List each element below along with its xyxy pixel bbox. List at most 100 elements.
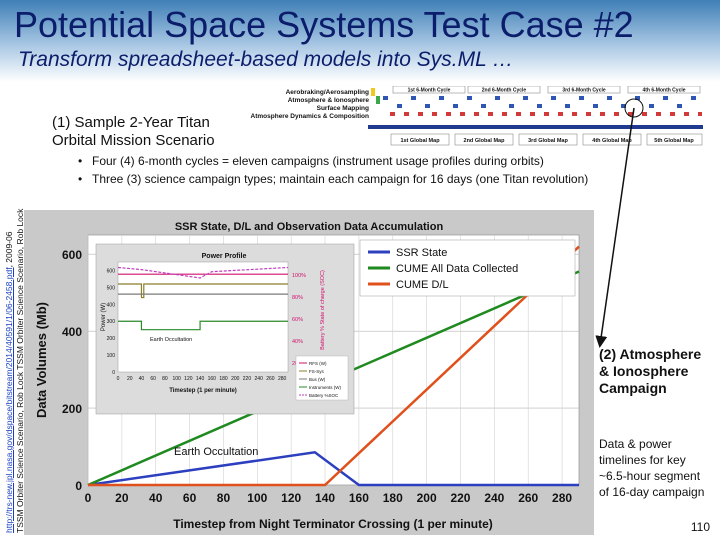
main-ytick-label: 600 — [62, 248, 82, 262]
power-xtick-label: 260 — [266, 376, 275, 382]
power-xtick-label: 120 — [184, 376, 193, 382]
power-xtick-label: 200 — [231, 376, 240, 382]
sample-label-line1: (1) Sample 2-Year Titan — [52, 114, 210, 131]
main-chart-title: SSR State, D/L and Observation Data Accu… — [175, 221, 444, 233]
callout-title-line3: Campaign — [599, 380, 667, 396]
power-xtick-label: 60 — [150, 376, 156, 382]
slide-subtitle: Transform spreadsheet-based models into … — [18, 48, 514, 71]
main-xtick-label: 220 — [450, 491, 470, 505]
main-ytick-label: 200 — [62, 402, 82, 416]
map-label-1: 1st Global Map — [400, 138, 440, 144]
power-legend-bus: Bus (W) — [309, 377, 326, 382]
main-xtick-label: 140 — [315, 491, 335, 505]
power-ytick-label: 200 — [107, 336, 116, 342]
power-plot-area — [117, 261, 289, 373]
bullet-list: • Four (4) 6-month cycles = eleven campai… — [78, 152, 588, 188]
campaign-label-surface: Surface Mapping — [317, 105, 369, 112]
callout-title-line1: (2) Atmosphere — [599, 346, 702, 362]
callout-text-line4: of 16-day campaign — [599, 485, 705, 499]
soc-tick-label: 80% — [292, 295, 303, 301]
sample-label-line2: Orbital Mission Scenario — [52, 132, 215, 149]
mission-timeline-strip: Aerobraking/Aerosampling Atmosphere & Io… — [238, 86, 703, 150]
main-xtick-label: 100 — [247, 491, 267, 505]
cycle-label-4: 4th 6-Month Cycle — [642, 88, 685, 94]
source-credit: http://trs-new.jpl.nasa.gov/dspace/bitst… — [0, 209, 25, 533]
power-xtick-label: 240 — [255, 376, 264, 382]
campaign-label-aerobraking: Aerobraking/Aerosampling — [286, 89, 369, 96]
main-ytick-label: 400 — [62, 325, 82, 339]
main-xtick-label: 160 — [349, 491, 369, 505]
power-xtick-label: 20 — [127, 376, 133, 382]
main-xtick-label: 40 — [149, 491, 163, 505]
callout-text-line1: Data & power — [599, 437, 672, 451]
bullet-item-2: • Three (3) science campaign types; maint… — [78, 172, 589, 186]
power-legend-soc: Battery %SOC — [309, 393, 339, 398]
callout-text-line2: timelines for key — [599, 453, 686, 467]
power-xtick-label: 160 — [208, 376, 217, 382]
series-line-ssr-state — [87, 450, 579, 487]
power-xtick-label: 100 — [172, 376, 181, 382]
power-chart-inset: Power Profile 0 100 200 300 400 500 600 0 20 40 60… — [95, 243, 355, 415]
power-xtick-label: 40 — [139, 376, 145, 382]
map-label-2: 2nd Global Map — [464, 138, 506, 144]
bullet-text-2: Three (3) science campaign types; mainta… — [92, 172, 589, 186]
power-chart-y2label: Battery % State of charge (SOC) — [320, 270, 326, 350]
power-ytick-label: 100 — [107, 353, 116, 359]
global-map-labels: 1st Global Map 2nd Global Map 3rd Global… — [390, 133, 703, 146]
map-label-5: 5th Global Map — [654, 138, 694, 144]
power-ytick-label: 600 — [107, 268, 116, 274]
main-xtick-label: 60 — [183, 491, 197, 505]
campaign-callout-text: Data & power timelines for key ~6.5-hour… — [599, 436, 704, 500]
page-number: 110 — [690, 520, 710, 534]
legend-label-all: CUME All Data Collected — [396, 263, 518, 275]
main-xtick-label: 0 — [85, 491, 92, 505]
power-line-instruments — [118, 320, 288, 331]
campaign-callout-title: (2) Atmosphere & Ionosphere Campaign — [599, 346, 701, 397]
map-label-3: 3rd Global Map — [528, 138, 568, 144]
main-chart: SSR State, D/L and Observation Data Accu… — [24, 210, 594, 535]
main-xtick-label: 260 — [518, 491, 538, 505]
power-chart-ylabel: Power (W) — [101, 303, 107, 331]
power-chart-xlabel: Timestep (1 per minute) — [169, 388, 237, 394]
power-xtick-label: 140 — [196, 376, 205, 382]
cycle-label-3: 3rd 6-Month Cycle — [562, 88, 606, 94]
map-label-4: 4th Global Map — [592, 138, 632, 144]
power-xtick-label: 220 — [243, 376, 252, 382]
series-line-cume-dl — [88, 245, 580, 487]
main-chart-ylabel: Data Volumes (Mb) — [34, 302, 49, 418]
soc-tick-label: 100% — [292, 273, 306, 279]
main-xtick-label: 80 — [217, 491, 231, 505]
soc-tick-label: 40% — [292, 339, 303, 345]
soc-tick-label: 60% — [292, 317, 303, 323]
legend-label-ssr: SSR State — [396, 247, 447, 259]
main-legend: SSR State CUME All Data Collected CUME D… — [359, 239, 576, 297]
power-line-soc — [117, 266, 289, 279]
power-xtick-label: 180 — [219, 376, 228, 382]
main-xtick-label: 120 — [281, 491, 301, 505]
power-legend-inst: Instruments (W) — [309, 385, 342, 390]
source-date: , 2009-06 — [4, 231, 14, 268]
main-chart-xlabel: Timestep from Night Terminator Crossing … — [173, 517, 493, 531]
power-ytick-label: 400 — [107, 302, 116, 308]
power-occultation-label: Earth Occultation — [150, 337, 192, 343]
power-ytick-label: 300 — [107, 319, 116, 325]
source-link[interactable]: http://trs-new.jpl.nasa.gov/dspace/bitst… — [4, 267, 14, 533]
power-xtick-label: 0 — [117, 376, 120, 382]
main-ytick-label: 0 — [75, 479, 82, 493]
legend-label-dl: CUME D/L — [396, 279, 449, 291]
bullet-item-1: • Four (4) 6-month cycles = eleven campai… — [78, 154, 544, 168]
cycle-label-1: 1st 6-Month Cycle — [408, 88, 451, 94]
callout-text-line3: ~6.5-hour segment — [599, 469, 701, 483]
power-xtick-label: 80 — [162, 376, 168, 382]
earth-occultation-label: Earth Occultation — [174, 446, 258, 458]
power-legend: RFS (W) FS-Sys Bus (W) Instruments (W) B… — [295, 355, 349, 401]
power-ytick-label: 500 — [107, 285, 116, 291]
header-band — [0, 0, 720, 82]
main-xtick-label: 20 — [115, 491, 129, 505]
cycle-label-2: 2nd 6-Month Cycle — [482, 88, 527, 94]
campaign-label-atmosphere: Atmosphere & Ionosphere — [288, 97, 370, 104]
power-xtick-label: 280 — [278, 376, 287, 382]
power-legend-rfs: RFS (W) — [309, 361, 327, 366]
power-series-lines — [117, 266, 289, 331]
